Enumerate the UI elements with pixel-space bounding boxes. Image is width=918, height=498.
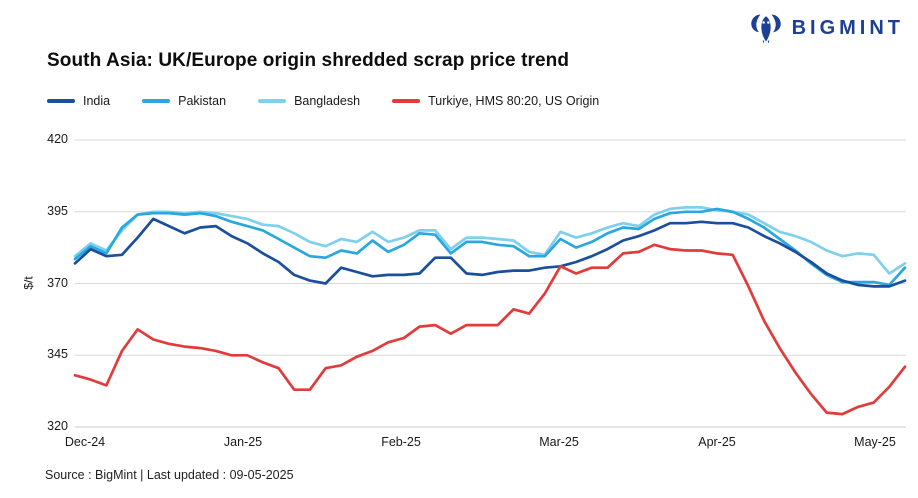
legend-item-turkiye-hms-80-20-us-origin: Turkiye, HMS 80:20, US Origin [392,94,599,108]
legend-label: India [83,94,111,108]
y-tick-label: 420 [47,132,68,146]
legend-swatch [47,99,75,103]
x-tick-label: Jan-25 [223,435,263,449]
legend-label: Pakistan [178,94,227,108]
series-line-turkiye-hms-80-20-us-origin [73,243,907,416]
plot-area [73,139,907,428]
x-tick-label: Apr-25 [698,435,736,449]
chart-legend: India Pakistan Bangladesh Turkiye, HMS 80:2… [47,94,599,108]
legend-item-india: India [47,94,110,108]
bigmint-logo: BIGMINT [749,12,904,44]
legend-swatch [258,99,287,103]
y-tick-label: 345 [47,347,68,362]
bigmint-logo-icon [749,12,783,44]
legend-label: Turkiye, HMS 80:20, US Origin [428,94,600,108]
legend-item-bangladesh: Bangladesh [258,94,360,108]
series-line-india [73,217,907,288]
legend-label: Bangladesh [294,94,361,108]
chart-title: South Asia: UK/Europe origin shredded sc… [47,50,570,71]
x-tick-label: Feb-25 [381,435,421,449]
legend-swatch [142,99,171,103]
legend-item-pakistan: Pakistan [142,94,226,108]
y-tick-label: 320 [47,419,68,433]
x-tick-label: Mar-25 [539,435,579,449]
x-tick-label: Dec-24 [64,435,106,449]
series-line-bangladesh [73,206,907,275]
y-tick-label: 395 [47,203,68,218]
x-tick-label: May-25 [854,435,896,449]
source-note: Source : BigMint | Last updated : 09-05-… [45,468,294,482]
bigmint-logo-text: BIGMINT [791,16,904,39]
y-tick-label: 370 [47,275,68,290]
series-line-pakistan [73,207,907,287]
price-trend-line-chart: $/t 420 395 370 345 320 Dec-24 Jan-25 Feb-25 Mar… [0,128,918,458]
legend-swatch [392,99,421,103]
